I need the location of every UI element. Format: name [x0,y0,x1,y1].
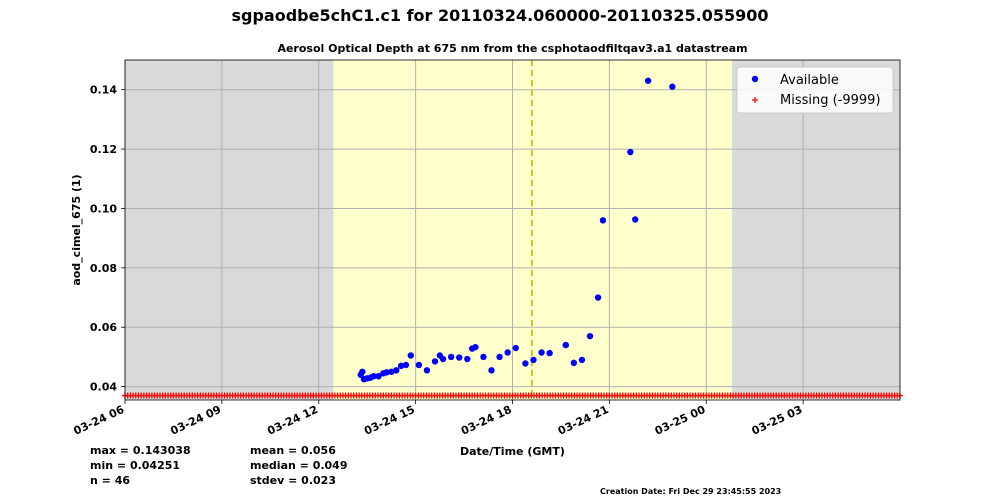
y-tick-label: 0.08 [90,262,117,275]
available-point [393,367,400,374]
x-tick-label: 03-24 15 [362,403,417,438]
stat-mean: mean = 0.056 [250,444,336,457]
stat-max: max = 0.143038 [90,444,191,457]
available-point [644,77,652,84]
y-tick-label: 0.04 [90,381,117,394]
available-point [383,369,390,376]
y-tick-label: 0.10 [90,202,117,215]
available-point [504,349,511,356]
x-tick-label: 03-25 03 [750,403,805,438]
chart-subtitle: Aerosol Optical Depth at 675 nm from the… [277,42,748,55]
daylight-shading [333,60,733,400]
legend-missing-label: Missing (-9999) [780,93,881,108]
available-point [488,367,495,374]
available-point [370,373,377,380]
available-point [480,353,487,361]
y-tick-label: 0.06 [90,321,117,334]
x-tick-label: 03-24 21 [556,403,611,438]
available-point [530,356,537,364]
available-point [402,361,410,369]
available-point [472,343,479,351]
available-point [407,352,414,359]
available-point [594,294,602,301]
x-tick-label: 03-24 09 [168,403,223,438]
available-point [496,353,503,361]
x-tick-label: 03-25 00 [653,403,708,438]
available-point [431,358,439,365]
available-point [538,349,545,356]
main-title: sgpaodbe5chC1.c1 for 20110324.060000-201… [231,6,769,25]
x-tick-label: 03-24 12 [265,403,320,438]
available-point [447,353,455,361]
available-point [570,359,578,367]
available-point [522,360,529,367]
available-point [599,217,607,224]
creation-date: Creation Date: Fri Dec 29 23:45:55 2023 [600,487,782,496]
available-point [669,83,676,90]
y-axis-label: aod_cimel_675 (1) [70,174,83,285]
legend-available-label: Available [780,73,839,88]
available-point [464,355,471,363]
available-point [512,344,519,352]
available-point [586,332,594,340]
stat-min: min = 0.04251 [90,459,181,472]
available-point [439,355,447,363]
available-point [632,216,639,223]
legend-box [736,66,894,114]
stat-n: n = 46 [90,474,131,487]
y-tick-label: 0.14 [90,84,117,97]
legend-missing-marker [752,97,758,103]
available-point [423,367,431,374]
available-point [388,368,395,375]
available-point [546,349,553,357]
legend-available-marker [751,75,759,83]
x-axis-label: Date/Time (GMT) [460,445,565,458]
x-tick-label: 03-24 18 [459,403,514,438]
available-point [627,148,634,156]
available-point [375,373,382,380]
available-point [456,354,463,361]
stat-stdev: stdev = 0.023 [250,474,336,487]
available-point [359,368,366,375]
available-point [562,341,569,349]
stat-median: median = 0.049 [250,459,348,472]
x-tick-label: 03-24 06 [72,403,127,438]
available-point [397,362,405,370]
y-tick-label: 0.12 [90,143,117,156]
available-point [415,361,423,369]
available-point [578,356,586,364]
